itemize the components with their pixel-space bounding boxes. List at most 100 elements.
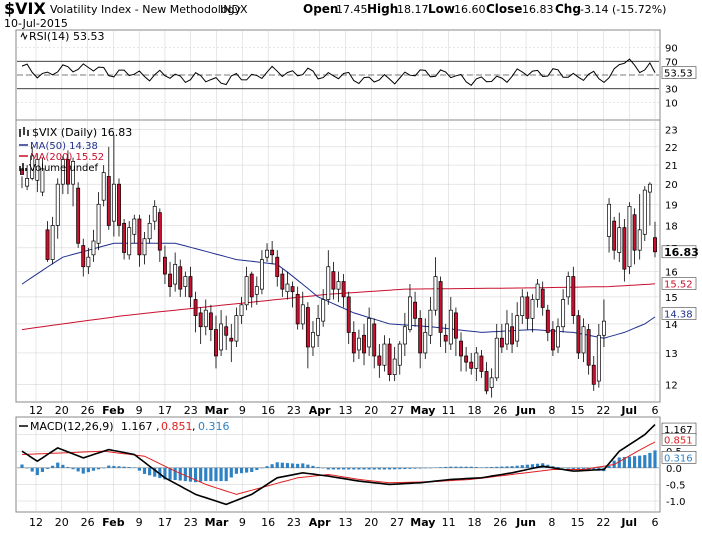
candle-body bbox=[147, 222, 152, 240]
candle-body bbox=[168, 273, 172, 287]
candle-down bbox=[208, 304, 213, 342]
candle-body bbox=[464, 355, 469, 363]
macd-histogram-bar bbox=[387, 467, 392, 470]
candle-down bbox=[249, 271, 254, 308]
candle-body bbox=[66, 159, 70, 185]
candle-up bbox=[259, 250, 264, 295]
price-y-tick-label: 23 bbox=[665, 125, 678, 136]
candle-body bbox=[300, 304, 305, 325]
candle-body bbox=[617, 227, 622, 253]
ma200-value-tag: 15.52 bbox=[661, 277, 697, 291]
candle-up bbox=[321, 289, 326, 327]
candle-body bbox=[290, 286, 295, 293]
candle-body bbox=[20, 168, 24, 175]
hist-value-tag-text: 0.316 bbox=[664, 453, 693, 464]
close-value-tag-text: 16.83 bbox=[664, 246, 699, 259]
macd-histogram-bar bbox=[331, 467, 335, 470]
candle-body bbox=[474, 352, 479, 369]
candle-body bbox=[351, 332, 356, 354]
candle-down bbox=[459, 332, 463, 372]
candle-down bbox=[346, 291, 351, 345]
candle-down bbox=[331, 261, 336, 300]
candle-down bbox=[178, 259, 183, 297]
macd-legend-value: 1.167 bbox=[121, 420, 153, 433]
candle-up bbox=[254, 276, 259, 305]
candle-body bbox=[346, 296, 351, 333]
macd-histogram-bar bbox=[464, 466, 468, 468]
candle-down bbox=[20, 168, 24, 189]
macd-histogram-bar bbox=[520, 465, 524, 468]
candle-up bbox=[581, 318, 586, 363]
candle-body bbox=[499, 337, 504, 348]
macd-histogram-bar bbox=[306, 464, 310, 468]
macd-plot bbox=[17, 424, 659, 506]
candle-down bbox=[270, 241, 275, 265]
candle-body bbox=[408, 296, 412, 330]
macd-histogram-bar bbox=[142, 467, 147, 474]
macd-histogram-bar bbox=[490, 466, 494, 468]
price-panel-frame bbox=[15, 119, 661, 403]
price-y-tick-label: 18 bbox=[665, 221, 678, 232]
macd-histogram-bar bbox=[607, 465, 611, 468]
candle-up bbox=[111, 134, 116, 237]
macd-histogram-bar bbox=[285, 463, 290, 468]
candle-down bbox=[413, 291, 418, 327]
candle-body bbox=[402, 326, 407, 345]
candle-down bbox=[377, 344, 382, 378]
candle-down bbox=[122, 218, 127, 260]
macd-legend: MACD(12,26,9) 1.167 , 0.851 , 0.316 bbox=[19, 420, 230, 433]
x-tick-label-bottom: Feb bbox=[102, 516, 125, 529]
candle-body bbox=[602, 320, 606, 336]
candle-body bbox=[367, 318, 372, 348]
macd-histogram-bar bbox=[530, 464, 535, 468]
x-tick-label-bottom: May bbox=[410, 516, 435, 529]
x-tick-label-bottom: 22 bbox=[596, 516, 610, 529]
macd-histogram-bar bbox=[632, 456, 637, 468]
open-label: Open bbox=[303, 2, 338, 16]
candle-body bbox=[423, 332, 428, 354]
macd-histogram-bar bbox=[469, 466, 473, 468]
x-tick-label-bottom: 13 bbox=[339, 516, 353, 529]
x-tick-label: 23 bbox=[184, 404, 198, 417]
candle-down bbox=[550, 321, 555, 356]
close-label: Close bbox=[486, 2, 522, 16]
x-tick-label-bottom: 20 bbox=[55, 516, 69, 529]
macd-histogram-bar bbox=[428, 467, 432, 469]
candle-body bbox=[55, 183, 60, 226]
candle-down bbox=[510, 312, 514, 353]
rsi-value-tag-box bbox=[661, 66, 697, 79]
macd-histogram-bar bbox=[617, 457, 621, 468]
candle-up bbox=[433, 257, 438, 316]
candle-body bbox=[392, 358, 397, 376]
candle-down bbox=[341, 274, 346, 308]
candle-body bbox=[653, 237, 657, 253]
x-tick-label: 26 bbox=[493, 404, 507, 417]
candle-body bbox=[106, 176, 111, 226]
candle-down bbox=[387, 338, 392, 382]
macd-histogram-bar bbox=[342, 467, 346, 470]
macd-histogram-bar bbox=[571, 467, 575, 470]
x-tick-label: 8 bbox=[548, 404, 555, 417]
candle-body bbox=[632, 214, 637, 251]
x-tick-label: 26 bbox=[81, 404, 95, 417]
macd-histogram-bar bbox=[627, 456, 632, 468]
candle-up bbox=[617, 212, 622, 262]
macd-histogram-bar bbox=[362, 467, 366, 470]
macd-histogram-bar bbox=[178, 467, 182, 481]
macd-histogram-bar bbox=[536, 463, 540, 468]
x-tick-label-bottom: Mar bbox=[205, 516, 229, 529]
candle-up bbox=[50, 216, 55, 265]
candle-down bbox=[168, 261, 172, 297]
macd-histogram-bar bbox=[444, 466, 448, 468]
candle-body bbox=[362, 334, 366, 354]
candle-body bbox=[198, 312, 203, 328]
candle-up bbox=[627, 202, 632, 275]
candle-body bbox=[596, 334, 601, 382]
candle-body bbox=[101, 172, 106, 201]
low-label: Low bbox=[428, 2, 455, 16]
candle-up bbox=[96, 192, 101, 251]
candle-up bbox=[55, 178, 60, 239]
price-y-tick-label: 21 bbox=[665, 161, 678, 172]
candle-up bbox=[265, 243, 269, 262]
macd-histogram-bar bbox=[275, 462, 279, 468]
